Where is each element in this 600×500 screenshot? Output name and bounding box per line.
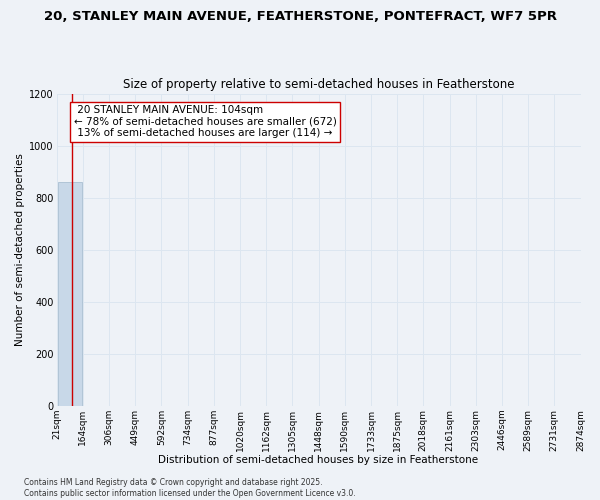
X-axis label: Distribution of semi-detached houses by size in Featherstone: Distribution of semi-detached houses by … [158, 455, 479, 465]
Text: 20, STANLEY MAIN AVENUE, FEATHERSTONE, PONTEFRACT, WF7 5PR: 20, STANLEY MAIN AVENUE, FEATHERSTONE, P… [44, 10, 557, 23]
Text: 20 STANLEY MAIN AVENUE: 104sqm
← 78% of semi-detached houses are smaller (672)
 : 20 STANLEY MAIN AVENUE: 104sqm ← 78% of … [74, 106, 337, 138]
Bar [58, 182, 82, 406]
Text: Contains HM Land Registry data © Crown copyright and database right 2025.
Contai: Contains HM Land Registry data © Crown c… [24, 478, 356, 498]
Y-axis label: Number of semi-detached properties: Number of semi-detached properties [15, 154, 25, 346]
Title: Size of property relative to semi-detached houses in Featherstone: Size of property relative to semi-detach… [123, 78, 514, 91]
